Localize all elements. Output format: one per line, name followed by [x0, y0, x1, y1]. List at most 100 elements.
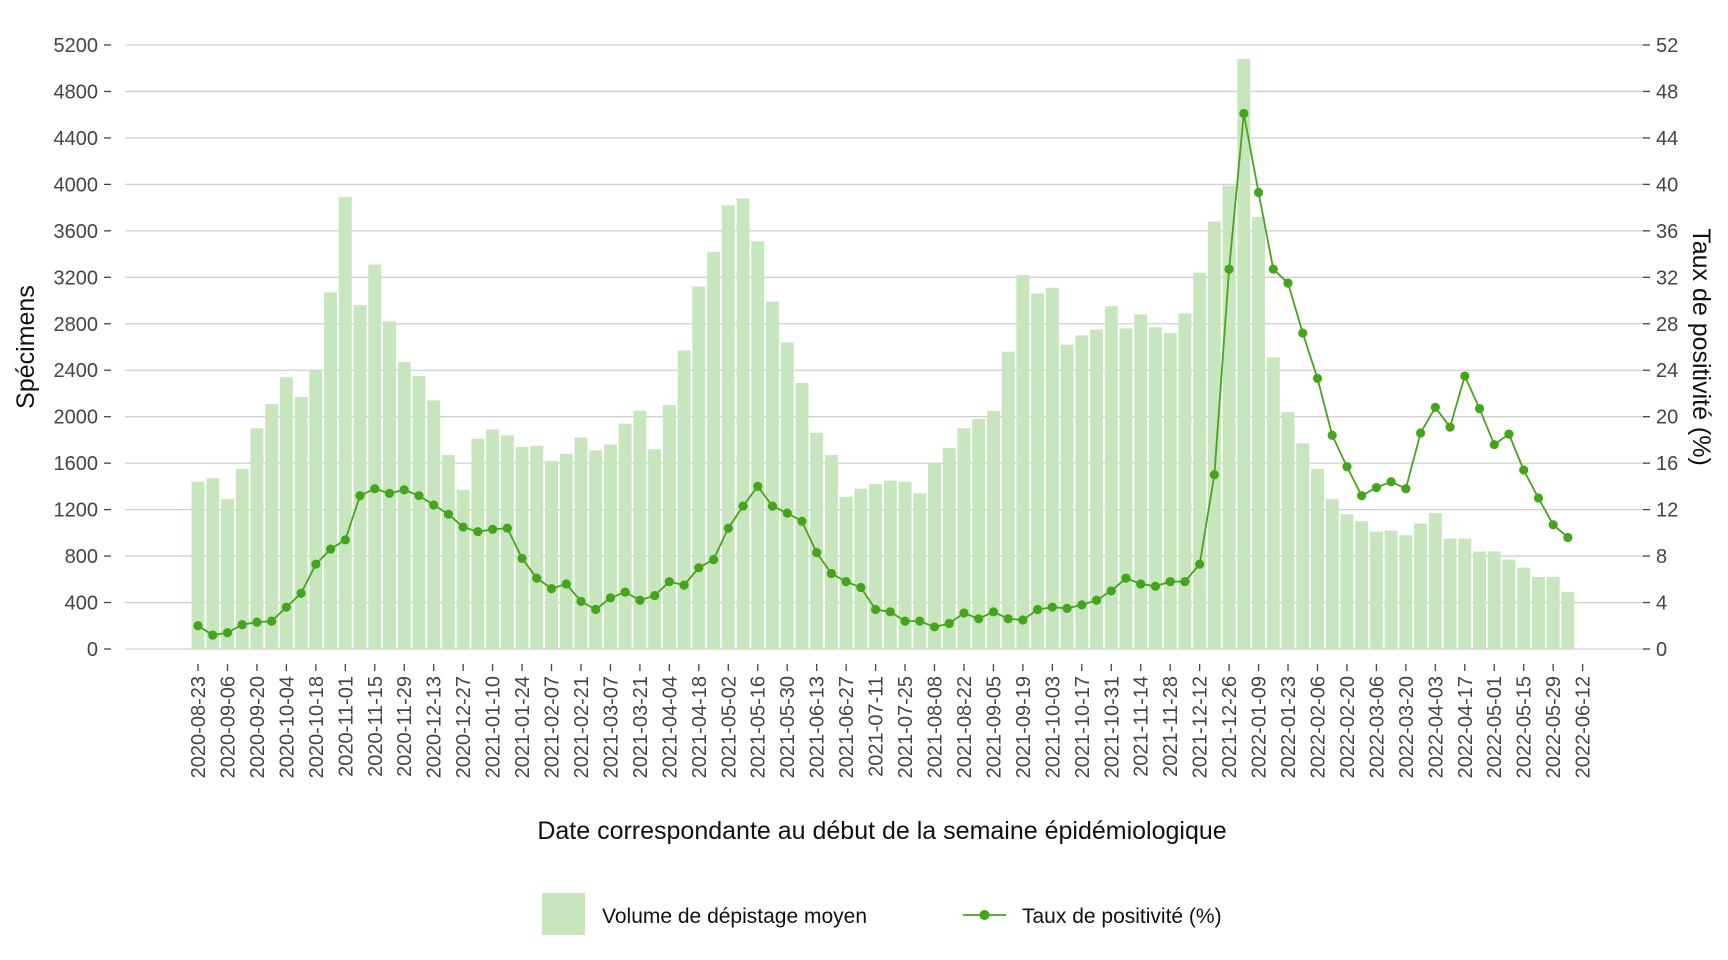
positivity-point	[370, 484, 380, 494]
positivity-point	[679, 580, 689, 590]
bar-volume	[883, 480, 897, 649]
x-tick-label: 2021-04-04	[659, 676, 681, 778]
x-tick-label: 2020-11-15	[365, 676, 387, 777]
positivity-point	[1283, 278, 1293, 288]
x-tick-label: 2022-04-17	[1455, 676, 1477, 778]
positivity-point	[1239, 108, 1249, 119]
bar-volume	[780, 342, 794, 649]
positivity-point	[252, 617, 262, 627]
bar-volume	[338, 197, 352, 649]
bar-volume	[1001, 351, 1015, 649]
x-tick-label: 2020-09-20	[247, 676, 269, 778]
x-tick-label: 2021-11-28	[1160, 676, 1182, 777]
y-tick-label-right: 52	[1656, 35, 1678, 57]
y-tick-label-right: 44	[1656, 128, 1678, 150]
x-tick-label: 2021-07-25	[895, 676, 917, 778]
bar-volume	[1296, 443, 1310, 649]
bar-volume	[1355, 521, 1369, 649]
bar-volume	[206, 478, 220, 649]
bar-volume	[1104, 306, 1118, 649]
bar-volume	[515, 446, 529, 649]
positivity-point	[841, 577, 851, 587]
y-tick-label-right: 12	[1656, 500, 1678, 522]
bar-volume	[898, 481, 912, 649]
x-tick-label: 2021-05-02	[718, 676, 740, 778]
y-tick-label-left: 1200	[54, 500, 99, 522]
x-tick-label: 2021-01-24	[512, 676, 534, 778]
positivity-point	[546, 584, 557, 594]
positivity-point	[1077, 600, 1087, 610]
positivity-point	[355, 491, 365, 501]
positivity-point	[1106, 586, 1116, 596]
bar-volume	[368, 264, 382, 649]
x-tick-label: 2022-03-20	[1396, 676, 1418, 778]
positivity-point	[1018, 615, 1028, 625]
positivity-point	[1415, 428, 1426, 438]
bar-volume	[383, 321, 396, 649]
bar-volume	[1163, 333, 1177, 649]
bar-volume	[1458, 538, 1472, 649]
positivity-point	[959, 608, 969, 618]
bar-volume	[1281, 412, 1295, 649]
bar-volume	[648, 449, 662, 649]
bar-volume	[265, 403, 279, 649]
x-tick-label: 2021-12-26	[1219, 676, 1241, 778]
bar-volume	[530, 445, 544, 649]
x-tick-label: 2021-02-21	[571, 676, 593, 778]
positivity-point	[340, 535, 350, 545]
positivity-point	[1150, 581, 1161, 591]
positivity-point	[517, 553, 527, 564]
positivity-point	[1253, 187, 1264, 198]
bar-volume	[1178, 313, 1192, 649]
x-tick-label: 2021-07-11	[866, 676, 888, 777]
positivity-point	[1386, 477, 1396, 487]
positivity-point	[1371, 482, 1381, 493]
y-tick-label-right: 4	[1656, 593, 1667, 615]
bar-volume	[427, 400, 441, 649]
y-tick-label-left: 800	[65, 546, 98, 568]
positivity-point	[650, 590, 660, 601]
positivity-point	[267, 616, 277, 626]
bar-volume	[1134, 314, 1148, 649]
bar-volume	[913, 493, 927, 649]
legend-swatch-volume	[542, 893, 585, 935]
positivity-point	[988, 607, 999, 617]
bar-volume	[353, 305, 367, 649]
positivity-point	[473, 527, 483, 537]
x-tick-label: 2020-11-29	[394, 676, 416, 777]
bar-volume	[324, 292, 338, 649]
x-tick-label: 2020-10-04	[276, 676, 298, 778]
positivity-point	[458, 522, 468, 532]
positivity-point	[208, 630, 218, 640]
y-tick-label-right: 40	[1656, 174, 1678, 196]
positivity-point	[605, 593, 616, 603]
x-tick-label: 2021-06-27	[836, 676, 858, 778]
bar-volume	[1207, 221, 1221, 650]
bar-volume	[692, 286, 706, 649]
bar-volume	[1384, 530, 1398, 649]
bar-volume	[500, 435, 514, 649]
positivity-point	[738, 501, 748, 511]
positivity-point	[900, 616, 910, 626]
bar-volume	[1340, 514, 1354, 649]
bar-volume	[633, 410, 647, 649]
positivity-point	[1298, 328, 1308, 338]
bar-volume	[707, 251, 721, 649]
x-tick-label: 2020-11-01	[335, 676, 357, 777]
positivity-point	[782, 508, 792, 518]
bar-volume	[1414, 523, 1428, 649]
bar-volume	[721, 205, 735, 650]
y-axis-title-left: Spécimens	[12, 285, 40, 409]
positivity-point	[1533, 493, 1544, 503]
x-tick-label: 2021-03-21	[630, 676, 652, 778]
positivity-point	[826, 568, 836, 579]
bar-volume	[677, 350, 691, 649]
positivity-point	[414, 491, 424, 501]
x-tick-label: 2022-06-12	[1573, 676, 1595, 778]
x-tick-label: 2022-01-09	[1249, 676, 1271, 778]
y-tick-label-left: 4400	[54, 128, 99, 150]
x-tick-label: 2021-01-10	[483, 676, 505, 778]
bar-volume	[279, 377, 293, 649]
positivity-point	[1504, 429, 1514, 439]
bar-volume	[235, 468, 249, 649]
